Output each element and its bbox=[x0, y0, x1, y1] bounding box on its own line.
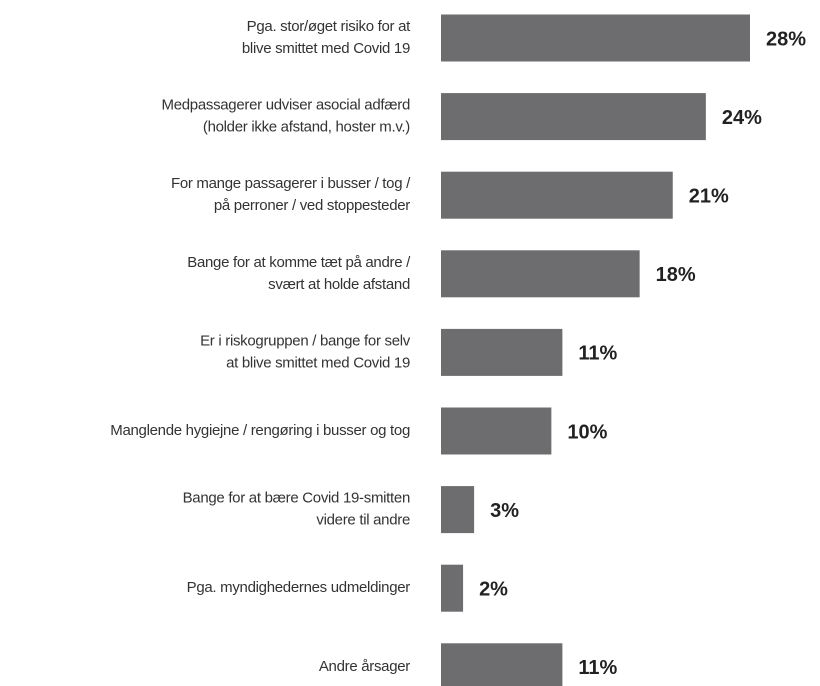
category-label: Pga. myndighedernes udmeldinger bbox=[187, 579, 411, 596]
value-label: 10% bbox=[567, 421, 607, 443]
bar bbox=[441, 250, 640, 298]
value-label: 3% bbox=[490, 500, 519, 522]
category-label: Andre årsager bbox=[319, 658, 410, 675]
category-label: For mange passagerer i busser / tog / bbox=[171, 175, 411, 192]
category-label: Bange for at komme tæt på andre / bbox=[187, 254, 411, 271]
value-label: 2% bbox=[479, 578, 508, 600]
category-label: Bange for at bære Covid 19-smitten bbox=[183, 490, 410, 507]
bar bbox=[441, 93, 706, 141]
category-label: på perroner / ved stoppesteder bbox=[214, 197, 410, 214]
bar bbox=[441, 14, 750, 62]
value-label: 11% bbox=[578, 343, 617, 365]
category-label: (holder ikke afstand, hoster m.v.) bbox=[203, 119, 410, 136]
category-label: Er i riskogruppen / bange for selv bbox=[200, 332, 411, 349]
category-label: videre til andre bbox=[316, 512, 410, 529]
category-label: blive smittet med Covid 19 bbox=[242, 40, 410, 57]
value-label: 11% bbox=[578, 657, 617, 679]
category-label: at blive smittet med Covid 19 bbox=[226, 354, 410, 371]
bar bbox=[441, 564, 464, 612]
category-label: Medpassagerer udviser asocial adfærd bbox=[162, 97, 411, 114]
value-label: 18% bbox=[656, 264, 696, 286]
bar bbox=[441, 328, 563, 376]
bar bbox=[441, 486, 475, 534]
bar bbox=[441, 643, 563, 686]
value-label: 24% bbox=[722, 107, 762, 129]
category-label: svært at holde afstand bbox=[268, 276, 410, 293]
value-label: 28% bbox=[766, 28, 806, 50]
category-label: Pga. stor/øget risiko for at bbox=[247, 18, 411, 35]
bar bbox=[441, 407, 552, 455]
bar bbox=[441, 171, 673, 219]
value-label: 21% bbox=[689, 185, 729, 207]
category-label: Manglende hygiejne / rengøring i busser … bbox=[110, 422, 410, 439]
